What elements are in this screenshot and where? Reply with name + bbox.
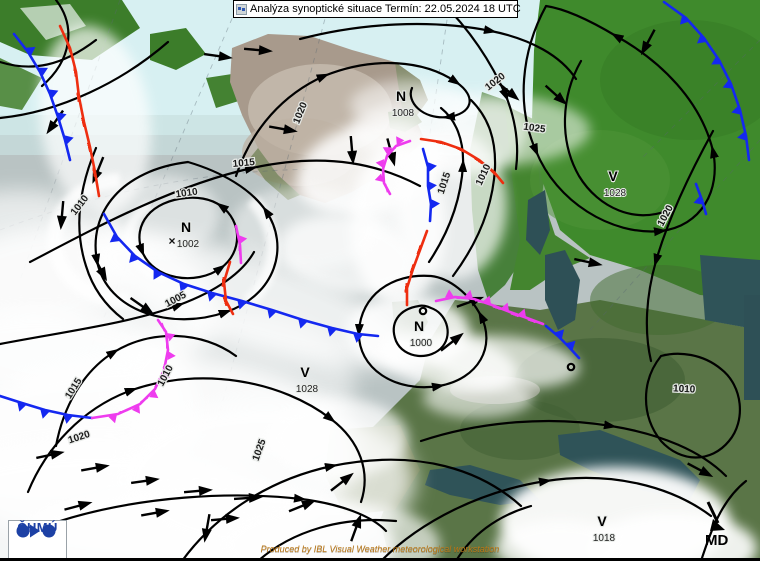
front-europe-cold [544,324,581,360]
pressure-center-letter: N [414,318,424,334]
front-low1002-warm [224,260,235,316]
station-marker: MD [705,501,728,549]
title-bar: Analýza synoptické situace Termín: 22.05… [233,0,521,18]
front-nw-cold [12,32,74,162]
producer-credit: Produced by IBL Visual Weather meteorolo… [260,544,500,554]
front-sw-cold [0,394,94,424]
isobar-label: 1010 [175,186,199,200]
chmu-logo-box: ČHMÚ [8,520,67,559]
pressure-center-value: 1000 [410,338,433,349]
pressure-center-ring [418,306,428,316]
front-iceland-occluded [383,141,412,196]
chmu-logo-icon [16,524,56,538]
isobar-label: 1015 [232,157,256,170]
pressure-center-letter: N [396,88,406,104]
front-barents-cold [662,0,751,162]
pressure-center-cross: × [168,234,175,248]
isobar-label: 1010 [673,383,696,395]
front-iceland-warm [419,137,505,185]
front-low1002-occluded [234,224,241,265]
pressure-center-letter: N [181,219,191,235]
front-nw-warm [58,24,101,198]
station-label: MD [705,532,728,549]
front-sw-occluded [90,318,168,418]
pressure-center-value: 1008 [392,108,415,119]
pressure-center-value: 1028 [604,188,627,199]
map-title: Analýza synoptické situace Termín: 22.05… [250,3,521,15]
fronts-layer [0,0,751,424]
pressure-center-value: 1002 [177,239,200,250]
cyclone-mark [566,362,576,372]
pressure-center-letter: V [300,364,310,380]
front-norwegian-cold [421,147,440,223]
map-frame-bottom [0,558,760,561]
pressure-center-letter: V [608,168,618,184]
pressure-center-value: 1028 [296,384,319,395]
front-karelia-cold [693,182,708,216]
pressure-center-value: 1018 [593,533,616,544]
isobar-label: 1025 [523,122,547,136]
front-uk-warm [407,229,429,307]
pressure-centers: N 1002× N 1008 N 1000 V 1028 V 1028 V 1018 [168,87,627,545]
front-europe-occluded [434,297,545,326]
pressure-center-letter: V [597,513,607,529]
window-icon [236,3,247,15]
